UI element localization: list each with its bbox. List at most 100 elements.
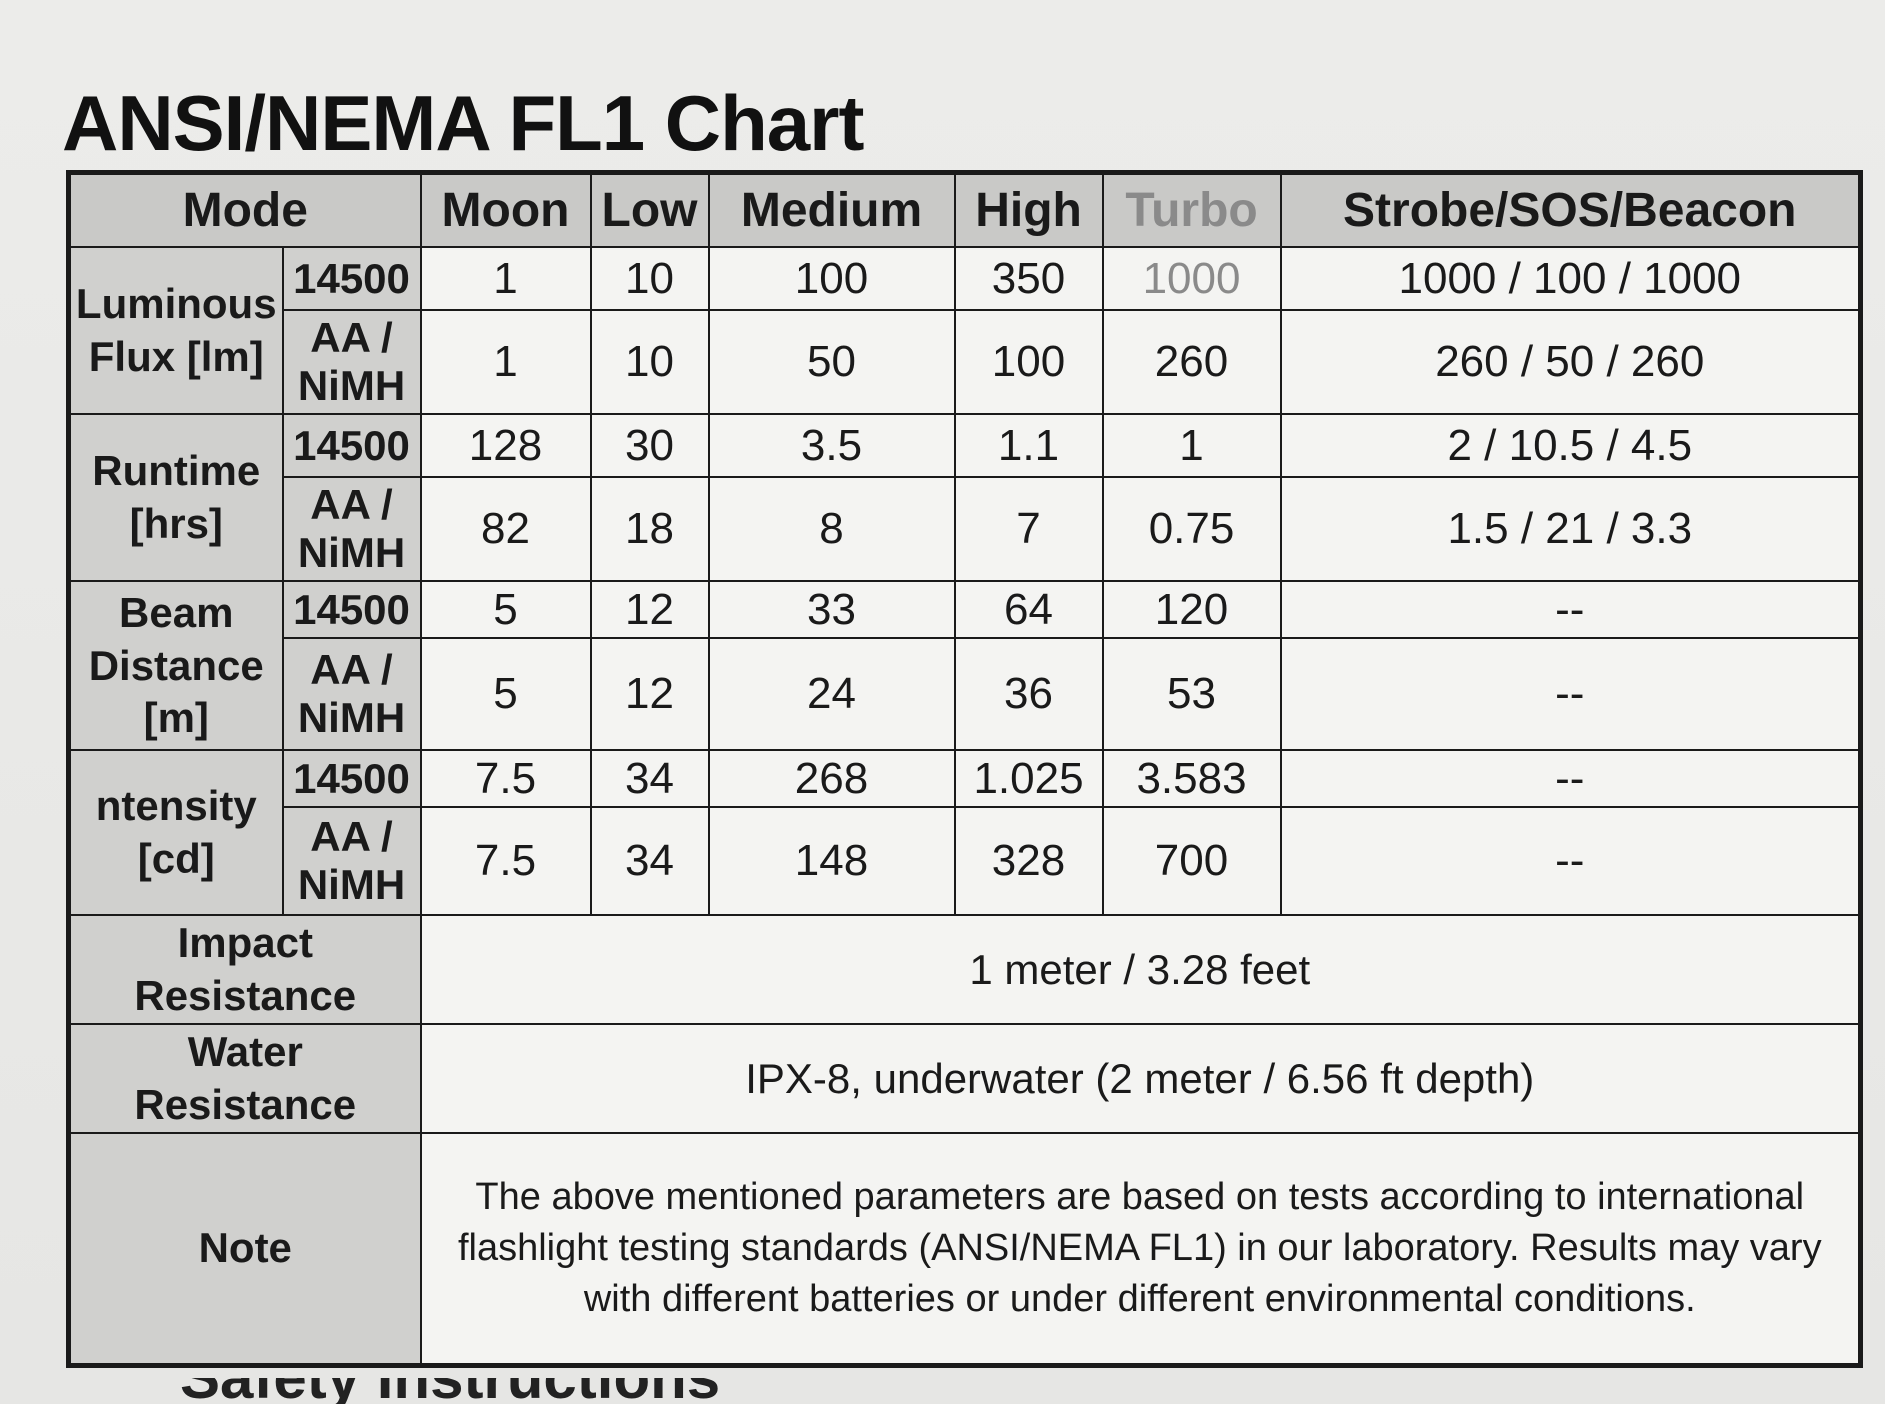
value-cell: 1 bbox=[419, 246, 592, 312]
value-cell: 34 bbox=[589, 749, 710, 809]
metric-label-line: Flux [lm] bbox=[88, 332, 264, 380]
impact-label: Impact Resistance bbox=[67, 914, 422, 1026]
page-title: ANSI/NEMA FL1 Chart bbox=[62, 79, 864, 167]
metric-label-line: [hrs] bbox=[129, 499, 223, 547]
next-section-heading-cropped: Safety Instructions bbox=[180, 1378, 780, 1404]
value-cell: 3.583 bbox=[1101, 749, 1282, 809]
table-row: Luminous Flux [lm] 14500 1 10 100 350 1000 1000 … bbox=[67, 246, 1862, 416]
table-row: Beam Distance [m] 14500 5 12 33 64 120 -- bbox=[67, 580, 1862, 752]
battery-type: AA / NiMH bbox=[281, 309, 422, 416]
metric-label-line: Luminous bbox=[75, 280, 277, 328]
value-cell: 128 bbox=[419, 413, 592, 479]
battery-type-line: NiMH bbox=[297, 529, 406, 577]
value-cell: 10 bbox=[589, 309, 710, 416]
battery-type-line: AA / bbox=[310, 813, 393, 861]
value-cell: 30 bbox=[589, 413, 710, 479]
battery-type-line: AA / bbox=[310, 646, 393, 694]
table-row: AA / NiMH 82 18 8 7 0.75 1.5 / 21 / 3.3 bbox=[69, 476, 1862, 583]
battery-type-line: 14500 bbox=[293, 754, 410, 802]
value-cell: 1000 bbox=[1101, 246, 1282, 312]
value-cell: 24 bbox=[707, 637, 956, 752]
value-cell: 5 bbox=[419, 580, 592, 640]
value-cell: 120 bbox=[1101, 580, 1282, 640]
value-cell: 12 bbox=[589, 637, 710, 752]
battery-type-line: AA / bbox=[310, 481, 393, 529]
table-row: AA / NiMH 7.5 34 148 328 700 -- bbox=[69, 806, 1862, 917]
table-row: ntensity [cd] 14500 7.5 34 268 1.025 3.583 -- bbox=[67, 749, 1862, 917]
impact-label-line2: Resistance bbox=[134, 971, 357, 1019]
header-low: Low bbox=[589, 171, 710, 249]
value-cell: 50 bbox=[707, 309, 956, 416]
water-label-line1: Water bbox=[187, 1028, 303, 1076]
value-cell: 260 / 50 / 260 bbox=[1279, 309, 1862, 416]
value-cell: 8 bbox=[707, 476, 956, 583]
header-turbo: Turbo bbox=[1101, 171, 1282, 249]
water-label: Water Resistance bbox=[67, 1023, 422, 1135]
value-cell: 10 bbox=[589, 246, 710, 312]
value-cell: 700 bbox=[1101, 806, 1282, 917]
value-cell: 1 bbox=[1101, 413, 1282, 479]
battery-type-line: AA / bbox=[310, 314, 393, 362]
impact-label-line1: Impact bbox=[177, 919, 313, 967]
header-strobe-sos-beacon: Strobe/SOS/Beacon bbox=[1279, 171, 1862, 249]
water-row: Water Resistance IPX-8, underwater (2 me… bbox=[67, 1023, 1862, 1135]
next-section-heading-text: Safety Instructions bbox=[180, 1378, 720, 1404]
battery-type: AA / NiMH bbox=[281, 637, 422, 752]
value-cell: 100 bbox=[953, 309, 1104, 416]
value-cell: 1.1 bbox=[953, 413, 1104, 479]
value-cell: -- bbox=[1279, 637, 1862, 752]
battery-type: 14500 bbox=[281, 246, 422, 312]
battery-type-line: 14500 bbox=[293, 585, 410, 633]
table-row: AA / NiMH 1 10 50 100 260 260 / 50 / 260 bbox=[69, 309, 1862, 416]
value-cell: 1.025 bbox=[953, 749, 1104, 809]
metric-label-line: [cd] bbox=[137, 834, 215, 882]
value-cell: 1.5 / 21 / 3.3 bbox=[1279, 476, 1862, 583]
value-cell: 3.5 bbox=[707, 413, 956, 479]
battery-type: AA / NiMH bbox=[281, 476, 422, 583]
metric-label-line: Runtime bbox=[92, 447, 261, 495]
metric-label: ntensity [cd] bbox=[67, 749, 284, 917]
note-label: Note bbox=[67, 1132, 422, 1367]
water-label-line2: Resistance bbox=[134, 1080, 357, 1128]
value-cell: 82 bbox=[419, 476, 592, 583]
battery-type-line: 14500 bbox=[293, 254, 410, 302]
battery-type: AA / NiMH bbox=[281, 806, 422, 917]
header-mode: Mode bbox=[67, 171, 422, 249]
value-cell: 36 bbox=[953, 637, 1104, 752]
battery-type: 14500 bbox=[281, 580, 422, 640]
header-high: High bbox=[953, 171, 1104, 249]
value-cell: 34 bbox=[589, 806, 710, 917]
value-cell: 64 bbox=[953, 580, 1104, 640]
fl1-spec-table: Mode Moon Low Medium High Turbo Strobe/S… bbox=[66, 170, 1864, 1368]
metric-label: Beam Distance [m] bbox=[67, 580, 284, 752]
value-cell: 260 bbox=[1101, 309, 1282, 416]
value-cell: 18 bbox=[589, 476, 710, 583]
value-cell: -- bbox=[1279, 806, 1862, 917]
note-row: Note The above mentioned parameters are … bbox=[67, 1132, 1862, 1367]
value-cell: 7 bbox=[953, 476, 1104, 583]
battery-type: 14500 bbox=[281, 749, 422, 809]
value-cell: 100 bbox=[707, 246, 956, 312]
battery-type-line: NiMH bbox=[297, 694, 406, 742]
measurement-rows: Luminous Flux [lm] 14500 1 10 100 350 1000 1000 … bbox=[67, 246, 1862, 917]
metric-label-line: ntensity bbox=[95, 782, 257, 830]
value-cell: 0.75 bbox=[1101, 476, 1282, 583]
value-cell: 33 bbox=[707, 580, 956, 640]
water-value: IPX-8, underwater (2 meter / 6.56 ft dep… bbox=[419, 1023, 1862, 1135]
value-cell: 350 bbox=[953, 246, 1104, 312]
header-medium: Medium bbox=[707, 171, 956, 249]
value-cell: -- bbox=[1279, 749, 1862, 809]
value-cell: 268 bbox=[707, 749, 956, 809]
value-cell: 2 / 10.5 / 4.5 bbox=[1279, 413, 1862, 479]
metric-label: Luminous Flux [lm] bbox=[67, 246, 284, 416]
value-cell: 7.5 bbox=[419, 749, 592, 809]
value-cell: -- bbox=[1279, 580, 1862, 640]
metric-label-line: [m] bbox=[143, 694, 209, 742]
header-moon: Moon bbox=[419, 171, 592, 249]
impact-value: 1 meter / 3.28 feet bbox=[419, 914, 1862, 1026]
value-cell: 1 bbox=[419, 309, 592, 416]
metric-label: Runtime [hrs] bbox=[67, 413, 284, 583]
note-text: The above mentioned parameters are based… bbox=[419, 1132, 1862, 1367]
battery-type-line: NiMH bbox=[297, 861, 406, 909]
